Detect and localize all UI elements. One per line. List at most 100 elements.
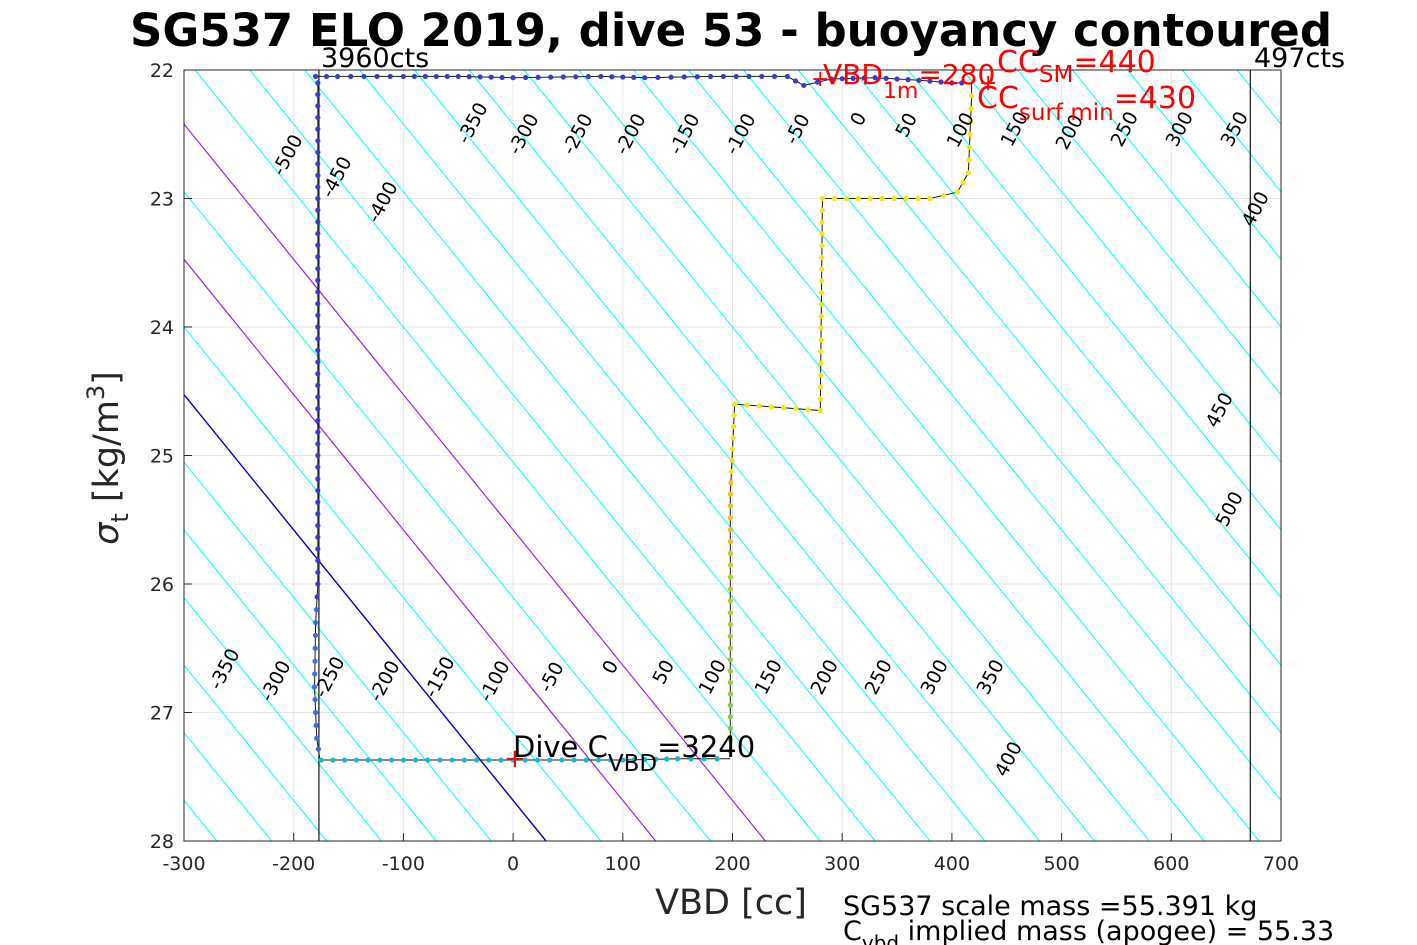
isoline	[304, 70, 931, 841]
data-point	[967, 131, 973, 137]
x-tick-label: -200	[272, 853, 315, 875]
y-axis-label-close: ]	[87, 371, 127, 385]
data-point	[609, 74, 615, 80]
isoline-highlight	[184, 123, 766, 841]
data-point	[843, 195, 849, 202]
data-point	[313, 722, 319, 728]
data-point	[315, 581, 321, 587]
data-point	[449, 757, 455, 763]
data-point	[675, 756, 681, 762]
data-point	[707, 73, 714, 80]
data-point	[792, 78, 799, 84]
data-point	[819, 243, 825, 249]
x-tick-label: 200	[714, 853, 750, 875]
data-point	[714, 756, 720, 762]
x-axis-label: VBD [cc]	[655, 883, 807, 923]
data-point	[828, 76, 834, 82]
data-point	[727, 714, 733, 720]
data-point	[681, 74, 687, 80]
data-point	[315, 126, 321, 132]
data-point	[374, 73, 380, 80]
data-point	[819, 207, 825, 213]
isoline	[907, 70, 1281, 531]
data-point	[688, 756, 694, 762]
y-axis-label: σt [kg/m3]	[82, 371, 134, 545]
y-tick-label: 25	[150, 446, 174, 468]
isoline-label: 100	[694, 656, 730, 698]
data-point	[312, 645, 318, 651]
data-point	[891, 195, 897, 202]
data-point	[461, 757, 467, 763]
data-point	[631, 74, 637, 80]
data-point	[894, 76, 900, 82]
data-point	[437, 757, 443, 763]
data-point	[728, 468, 735, 475]
data-point	[819, 231, 825, 237]
data-point	[523, 74, 529, 81]
data-point	[315, 149, 321, 155]
isoline-label: -150	[665, 110, 705, 158]
data-point	[620, 757, 626, 763]
data-point	[315, 382, 321, 389]
data-point	[727, 702, 733, 708]
data-point	[315, 265, 321, 272]
cc-surf-value: =430	[1114, 81, 1196, 116]
data-point	[608, 757, 614, 763]
data-point	[883, 75, 889, 81]
isoline	[1017, 70, 1281, 396]
data-point	[315, 114, 321, 121]
data-point	[477, 74, 483, 80]
data-point	[315, 546, 321, 552]
data-point	[727, 737, 733, 743]
data-point	[318, 757, 324, 763]
data-point	[818, 301, 824, 308]
data-point	[315, 91, 321, 98]
isoline-label: 200	[806, 656, 842, 698]
data-point	[315, 522, 321, 529]
data-point	[313, 73, 319, 80]
data-point	[818, 337, 824, 343]
cc-sm-annotation: + CCSM=440	[979, 45, 1156, 96]
data-point	[425, 757, 431, 763]
data-point	[315, 184, 321, 190]
data-point	[867, 195, 873, 202]
data-point	[412, 757, 419, 763]
isoline	[523, 70, 1150, 841]
isoline	[1127, 70, 1281, 261]
data-point	[365, 757, 371, 763]
data-point	[818, 360, 824, 367]
data-point	[315, 347, 321, 353]
x-tick-label: 0	[507, 853, 519, 875]
isoline	[184, 664, 327, 841]
x-tick-label: 100	[605, 853, 641, 875]
isoline-label: 250	[860, 656, 896, 698]
data-point	[548, 74, 554, 80]
data-point	[411, 73, 417, 80]
cc-sm-sub: SM	[1039, 62, 1073, 88]
isoline	[184, 529, 437, 841]
data-point	[727, 633, 733, 639]
data-point	[727, 598, 733, 604]
data-point	[315, 499, 321, 505]
footer-cvbd-rest: implied mass (apogee) = 55.33	[899, 916, 1334, 945]
vbd-1m-plus: +	[811, 67, 829, 92]
data-point	[727, 586, 733, 592]
data-point	[967, 118, 974, 124]
cc-sm-main: CC	[997, 45, 1039, 80]
data-point	[400, 73, 406, 80]
data-point	[571, 757, 577, 763]
isoline-label: -50	[781, 110, 815, 148]
data-point	[573, 74, 579, 80]
data-point	[732, 401, 738, 407]
data-point	[455, 73, 461, 80]
vbd-1m-annotation: + VBD1m=280	[811, 58, 995, 104]
isoline-label: -300	[256, 657, 296, 705]
data-point	[744, 402, 750, 408]
data-point	[819, 266, 825, 272]
isoline	[184, 326, 602, 841]
series-line-ascent	[729, 82, 973, 752]
isoline-labels: -500 -450-400-350 -300 -250 -200 -150 -100 -50 0…	[205, 99, 1274, 780]
dive-data	[311, 73, 975, 763]
data-point	[315, 534, 321, 540]
